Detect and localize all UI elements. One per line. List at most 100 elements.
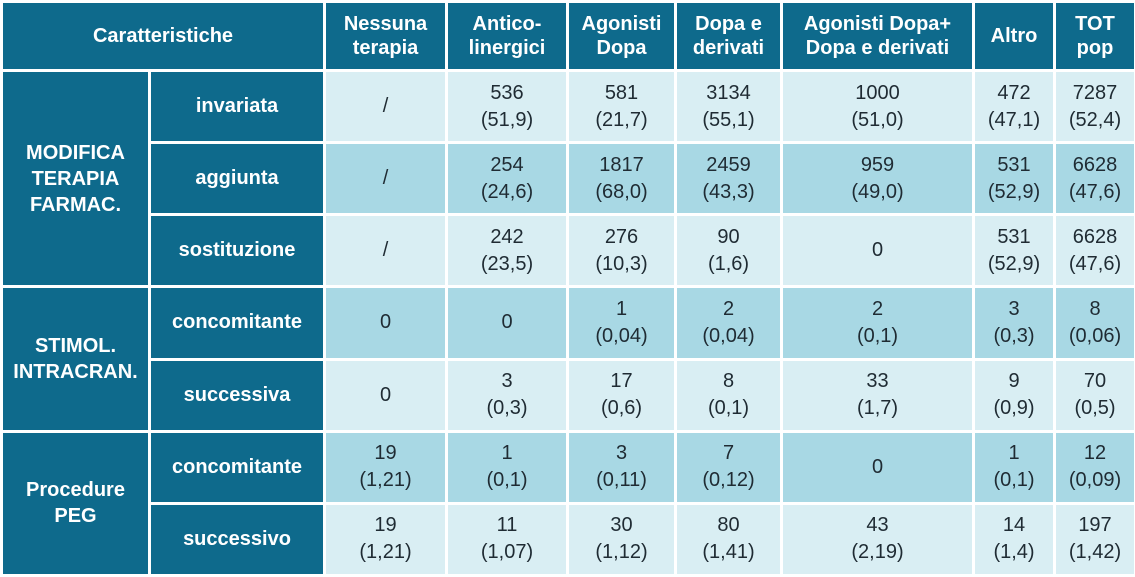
data-cell: 197 (1,42)	[1056, 504, 1134, 574]
cell-percentage: (47,6)	[1068, 252, 1122, 275]
cell-percentage: (2,19)	[851, 541, 904, 564]
cell-percentage: (1,41)	[702, 541, 755, 564]
cell-value: 14	[1002, 514, 1026, 537]
cell-percentage: (0,09)	[1068, 469, 1122, 492]
data-cell: 0	[326, 288, 445, 358]
row-label: aggiunta	[151, 144, 323, 214]
cell-value: 2459	[706, 153, 751, 176]
cell-value: 19	[374, 442, 397, 465]
cell-value: 581	[604, 81, 639, 104]
row-label: successiva	[151, 360, 323, 430]
cell-percentage: (0,12)	[702, 469, 755, 492]
cell-percentage: (52,9)	[987, 180, 1041, 203]
data-cell: 6628 (47,6)	[1056, 144, 1134, 214]
data-cell: 0	[783, 432, 972, 502]
data-cell: 1000 (51,0)	[783, 72, 972, 142]
data-cell: 0	[448, 288, 566, 358]
data-cell: 2 (0,1)	[783, 288, 972, 358]
cell-value: 9	[1008, 370, 1020, 393]
cell-percentage: (51,0)	[851, 108, 904, 131]
data-cell: 1817 (68,0)	[569, 144, 674, 214]
cell-value: 17	[610, 370, 633, 393]
cell-value: 6628	[1072, 153, 1118, 176]
data-cell: 43 (2,19)	[783, 504, 972, 574]
cell-value: 959	[860, 153, 895, 176]
cell-percentage: (1,07)	[480, 541, 534, 564]
cell-percentage: (1,4)	[993, 541, 1035, 564]
data-cell: 531 (52,9)	[975, 144, 1053, 214]
header-caratteristiche: Caratteristiche	[3, 3, 323, 69]
data-cell: 531 (52,9)	[975, 216, 1053, 286]
cell-value: 3	[501, 370, 513, 393]
col-header-tot-pop: TOT pop	[1056, 3, 1134, 69]
data-cell: 17 (0,6)	[569, 360, 674, 430]
cell-value: 12	[1083, 442, 1107, 465]
cell-value: 70	[1083, 370, 1107, 393]
cell-value: 2	[722, 297, 735, 320]
cell-value: 19	[374, 514, 397, 537]
data-cell: 3 (0,3)	[448, 360, 566, 430]
cell-percentage: (0,1)	[993, 469, 1035, 492]
data-cell: 472 (47,1)	[975, 72, 1053, 142]
cell-percentage: (1,42)	[1068, 541, 1122, 564]
col-header-agonisti-dopa-plus: Agonisti Dopa+ Dopa e derivati	[783, 3, 972, 69]
cell-value: 8	[1089, 297, 1101, 320]
cell-percentage: (0,3)	[993, 324, 1035, 347]
table-row: sostituzione / 242 (23,5) 276 (10,3) 90 (1,6) 0 5…	[3, 216, 1134, 286]
table-body: MODIFICA TERAPIA FARMAC. invariata / 536 (51…	[3, 72, 1134, 574]
data-cell: 70 (0,5)	[1056, 360, 1134, 430]
cell-percentage: (0,1)	[856, 324, 899, 347]
data-cell: 7 (0,12)	[677, 432, 780, 502]
cell-value: 0	[871, 455, 884, 478]
table-row: Procedure PEG concomitante 19 (1,21) 1 (0,1) 3…	[3, 432, 1134, 574]
cell-value: 7287	[1072, 81, 1118, 104]
cell-value: 0	[379, 383, 392, 406]
cell-value: 0	[379, 311, 392, 334]
data-cell: 959 (49,0)	[783, 144, 972, 214]
cell-value: 1	[1008, 442, 1020, 465]
data-cell: 581 (21,7)	[569, 72, 674, 142]
table-row: aggiunta / 254 (24,6) 1817 (68,0) 2459 (43,3) 95…	[3, 144, 1134, 214]
cell-value: 6628	[1072, 225, 1118, 248]
data-cell: /	[326, 72, 445, 142]
data-cell: 3134 (55,1)	[677, 72, 780, 142]
cell-value: 0	[871, 239, 884, 262]
cell-value: 197	[1078, 514, 1112, 537]
cell-percentage: (1,12)	[595, 541, 648, 564]
cell-percentage: (10,3)	[595, 252, 648, 275]
data-cell: 19 (1,21)	[326, 504, 445, 574]
cell-percentage: (52,9)	[987, 252, 1041, 275]
row-label: concomitante	[151, 432, 323, 502]
data-cell: 276 (10,3)	[569, 216, 674, 286]
cell-value: 0	[501, 311, 513, 334]
col-header-dopa-derivati: Dopa e derivati	[677, 3, 780, 69]
cell-value: 254	[490, 153, 524, 176]
cell-percentage: (0,3)	[486, 397, 528, 420]
cell-percentage: (51,9)	[480, 108, 534, 131]
data-cell: 11 (1,07)	[448, 504, 566, 574]
data-cell: 8 (0,06)	[1056, 288, 1134, 358]
cell-value: /	[382, 95, 389, 118]
data-cell: 30 (1,12)	[569, 504, 674, 574]
cell-percentage: (1,21)	[359, 469, 412, 492]
data-cell: 254 (24,6)	[448, 144, 566, 214]
data-cell: 1 (0,04)	[569, 288, 674, 358]
cell-value: 276	[604, 225, 639, 248]
row-label: invariata	[151, 72, 323, 142]
cell-percentage: (0,9)	[993, 397, 1035, 420]
data-cell: 90 (1,6)	[677, 216, 780, 286]
cell-percentage: (0,5)	[1074, 397, 1116, 420]
data-cell: 80 (1,41)	[677, 504, 780, 574]
data-cell: 2459 (43,3)	[677, 144, 780, 214]
cell-percentage: (1,7)	[856, 397, 899, 420]
data-cell: 0	[783, 216, 972, 286]
data-cell: 8 (0,1)	[677, 360, 780, 430]
data-cell: 3 (0,11)	[569, 432, 674, 502]
cell-percentage: (0,6)	[600, 397, 643, 420]
data-cell: 1 (0,1)	[975, 432, 1053, 502]
cell-value: 30	[610, 514, 633, 537]
cell-value: 33	[866, 370, 889, 393]
cell-value: 1	[501, 442, 513, 465]
data-cell: 3 (0,3)	[975, 288, 1053, 358]
